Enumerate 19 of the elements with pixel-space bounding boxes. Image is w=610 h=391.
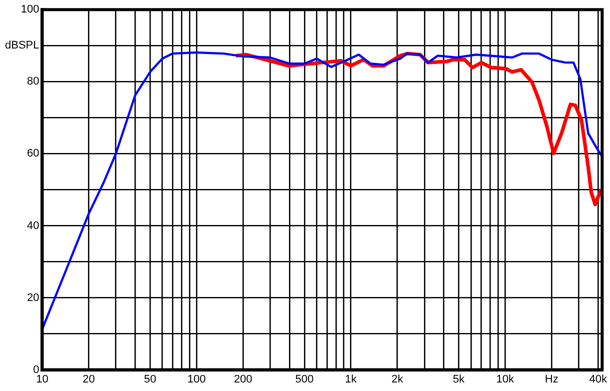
x-tick-label: 10 [36,373,48,386]
y-tick-label: 80 [26,76,40,88]
x-tick-label: 50 [144,373,156,386]
x-tick-label: 10k [496,373,515,386]
x-tick-label: 200 [234,373,252,386]
x-tick-label: 20 [82,373,95,386]
y-tick-label: 60 [26,148,40,160]
y-tick-label: dBSPL [4,40,40,52]
x-tick-label: 2k [392,373,404,386]
x-tick-label: 500 [295,373,314,386]
y-tick-label: 40 [26,220,40,232]
y-tick-label: 0 [33,364,40,376]
x-tick-label: 40k [589,373,608,386]
x-tick-label: 1k [345,373,358,386]
y-tick-label: 20 [26,292,40,304]
x-tick-label: Hz [544,373,558,386]
y-tick-label: 100 [20,4,40,16]
x-tick-label: 5k [452,373,466,386]
x-tick-label: 100 [187,373,206,386]
